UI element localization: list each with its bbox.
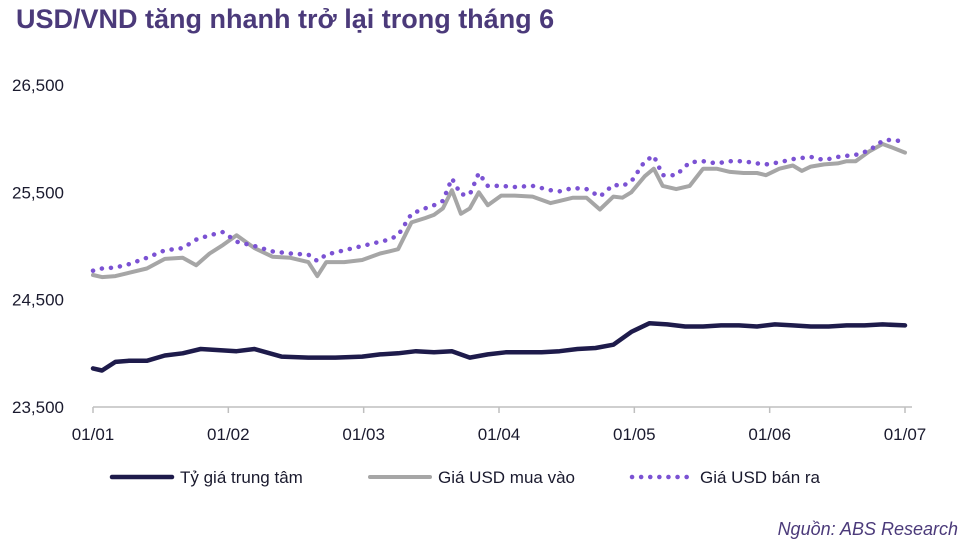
x-tick-label: 01/02: [207, 425, 250, 444]
x-tick-label: 01/03: [342, 425, 385, 444]
x-axis-ticks: 01/01 01/02 01/03 01/04 01/05 01/06 01/07: [72, 407, 927, 444]
legend: Tỷ giá trung tâm Giá USD mua vào Giá USD b…: [109, 468, 821, 487]
series-line-1: [90, 321, 908, 373]
x-tick-label: 01/04: [478, 425, 521, 444]
chart-series: [90, 137, 908, 373]
legend-label-3: Giá USD bán ra: [700, 468, 821, 487]
legend-label-2: Giá USD mua vào: [438, 468, 575, 487]
y-tick-label: 25,500: [12, 183, 64, 202]
series-line-3: [90, 137, 908, 273]
x-tick-label: 01/01: [72, 425, 115, 444]
y-tick-label: 23,500: [12, 398, 64, 417]
y-tick-label: 24,500: [12, 291, 64, 310]
y-axis-ticks: 23,500 24,500 25,500 26,500: [12, 76, 64, 417]
y-tick-label: 26,500: [12, 76, 64, 95]
x-tick-label: 01/06: [748, 425, 791, 444]
series-line-2: [91, 142, 907, 280]
x-tick-label: 01/05: [613, 425, 656, 444]
legend-label-1: Tỷ giá trung tâm: [180, 468, 303, 487]
chart-title: USD/VND tăng nhanh trở lại trong tháng 6: [16, 4, 555, 34]
source-note: Nguồn: ABS Research: [777, 519, 958, 539]
x-tick-label: 01/07: [884, 425, 927, 444]
